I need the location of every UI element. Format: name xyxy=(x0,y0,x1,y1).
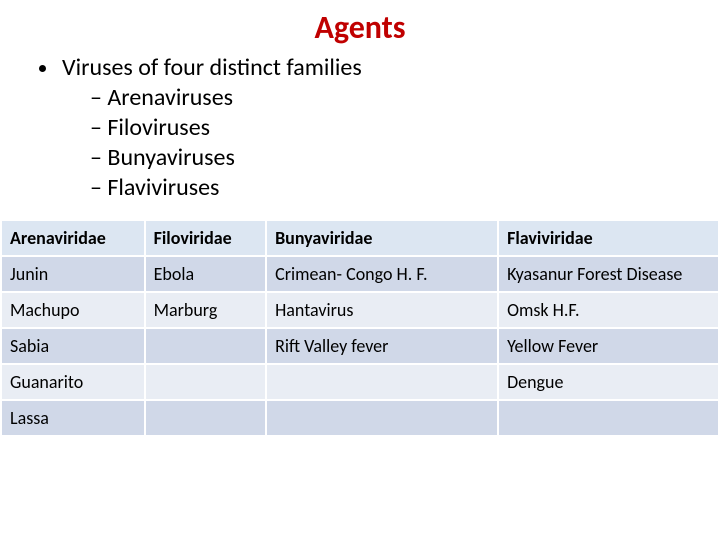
table-cell: Marburg xyxy=(145,292,267,328)
table-cell: Guanarito xyxy=(1,364,145,400)
agents-table: Arenaviridae Filoviridae Bunyaviridae Fl… xyxy=(0,219,720,437)
bullet-main: Viruses of four distinct families Arenav… xyxy=(60,53,720,203)
table-cell: Rift Valley fever xyxy=(266,328,498,364)
table-cell: Omsk H.F. xyxy=(498,292,719,328)
table-cell: Yellow Fever xyxy=(498,328,719,364)
table-cell: Crimean- Congo H. F. xyxy=(266,256,498,292)
bullet-main-text: Viruses of four distinct families xyxy=(62,53,362,82)
bullet-list: Viruses of four distinct families Arenav… xyxy=(0,53,720,203)
table-row: Sabia Rift Valley fever Yellow Fever xyxy=(1,328,719,364)
slide: Agents Viruses of four distinct families… xyxy=(0,0,720,540)
table-cell xyxy=(145,400,267,436)
table-cell xyxy=(266,400,498,436)
table-cell: Sabia xyxy=(1,328,145,364)
table-row: Junin Ebola Crimean- Congo H. F. Kyasanu… xyxy=(1,256,719,292)
table-cell: Junin xyxy=(1,256,145,292)
table-cell: Kyasanur Forest Disease xyxy=(498,256,719,292)
page-title: Agents xyxy=(0,8,720,47)
table-cell: Machupo xyxy=(1,292,145,328)
sub-bullet: Filoviruses xyxy=(90,113,720,143)
table-cell xyxy=(266,364,498,400)
agents-table-wrap: Arenaviridae Filoviridae Bunyaviridae Fl… xyxy=(0,219,720,437)
col-header: Arenaviridae xyxy=(1,220,145,256)
table-cell: Lassa xyxy=(1,400,145,436)
col-header: Bunyaviridae xyxy=(266,220,498,256)
col-header: Flaviviridae xyxy=(498,220,719,256)
col-header: Filoviridae xyxy=(145,220,267,256)
sub-bullet: Arenaviruses xyxy=(90,83,720,113)
sub-bullet: Bunyaviruses xyxy=(90,143,720,173)
table-row: Machupo Marburg Hantavirus Omsk H.F. xyxy=(1,292,719,328)
table-cell: Dengue xyxy=(498,364,719,400)
sub-bullet: Flaviviruses xyxy=(90,173,720,203)
table-cell: Ebola xyxy=(145,256,267,292)
table-cell: Hantavirus xyxy=(266,292,498,328)
table-body: Junin Ebola Crimean- Congo H. F. Kyasanu… xyxy=(1,256,719,436)
table-header-row: Arenaviridae Filoviridae Bunyaviridae Fl… xyxy=(1,220,719,256)
table-cell xyxy=(498,400,719,436)
table-cell xyxy=(145,328,267,364)
table-row: Guanarito Dengue xyxy=(1,364,719,400)
table-row: Lassa xyxy=(1,400,719,436)
sub-bullet-list: Arenaviruses Filoviruses Bunyaviruses Fl… xyxy=(90,83,720,203)
table-cell xyxy=(145,364,267,400)
